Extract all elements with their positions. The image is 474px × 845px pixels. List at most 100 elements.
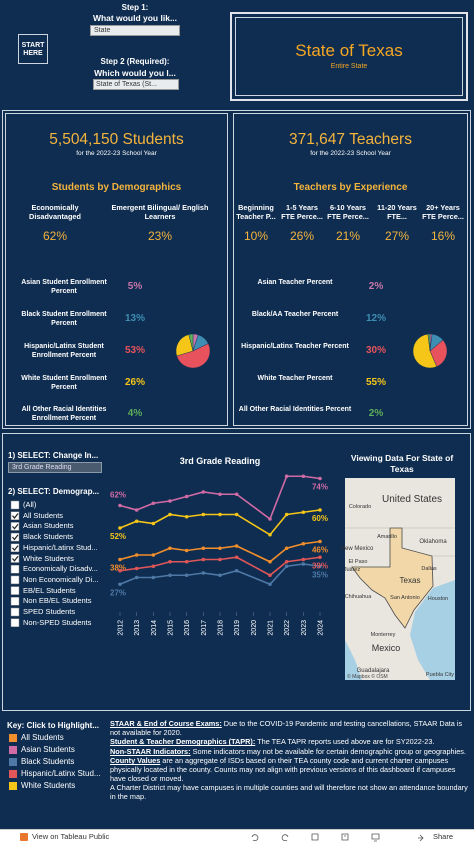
summary-panel: [2, 110, 471, 429]
pie-slice: [176, 343, 211, 369]
x-tick-label: 2015: [168, 620, 175, 636]
footer-icon: [281, 834, 289, 842]
step2-dropdown[interactable]: State of Texas (St...: [93, 79, 179, 90]
x-tick-label: 2014: [151, 620, 158, 636]
series-point: [168, 512, 172, 517]
group-label: White Teacher Percent: [257, 375, 333, 382]
map-label: New Mexico: [341, 546, 374, 552]
map-label: Juárez: [344, 567, 361, 573]
map-label: Monterrey: [371, 632, 396, 638]
key-item[interactable]: Hispanic/Latinx Stud...: [21, 769, 101, 778]
start-button[interactable]: START HERE: [18, 34, 48, 64]
group-value: 2%: [368, 281, 384, 292]
checkbox-label[interactable]: Economically Disadv...: [23, 564, 98, 574]
checkbox-label[interactable]: Non-SPED Students: [23, 617, 92, 627]
footer-share[interactable]: Share: [433, 832, 454, 841]
map-label: Colorado: [349, 504, 371, 510]
footer-icon: [341, 833, 349, 841]
x-tick-label: 2022: [284, 620, 291, 636]
selector1-dropdown[interactable]: 3rd Grade Reading: [8, 462, 102, 473]
checkbox-label[interactable]: Non Economically Di...: [23, 574, 99, 584]
group-label: All Other Racial Identities Enrollment P…: [21, 406, 107, 422]
group-value: 5%: [127, 281, 143, 292]
checkbox: [10, 618, 20, 627]
notes: STAAR & End of Course Exams: Due to the …: [110, 719, 468, 802]
series-line: [119, 509, 321, 536]
checkbox-label[interactable]: Non EB/EL Students: [23, 596, 92, 606]
series-point: [268, 582, 272, 587]
series-point: [234, 512, 239, 517]
key-item[interactable]: All Students: [21, 733, 64, 742]
series-point: [234, 568, 239, 573]
series-point: [134, 508, 139, 512]
checkbox: [10, 500, 20, 510]
series-point: [168, 546, 172, 551]
map-label: Chihuahua: [345, 594, 373, 600]
x-tick-label: 2023: [301, 620, 308, 636]
selector1-label: 1) SELECT: Change In...: [8, 451, 99, 460]
checkbox: [10, 607, 20, 617]
data-label: 38%: [110, 564, 126, 573]
group-value: 55%: [365, 377, 386, 388]
checkbox-label[interactable]: All Students: [23, 510, 64, 520]
key-swatch: [9, 758, 17, 766]
series-point: [301, 541, 306, 546]
map-water: [410, 580, 455, 680]
checkbox-label[interactable]: Hispanic/Latinx Stud...: [23, 542, 98, 552]
series-point: [184, 514, 189, 519]
checkbox-label[interactable]: SPED Students: [23, 607, 76, 616]
checkbox-label[interactable]: (All): [23, 500, 37, 509]
pie-slice: [427, 333, 431, 352]
series-point: [268, 517, 272, 521]
step1-question: What would you lik...: [92, 13, 178, 23]
series-point: [184, 548, 189, 553]
series-point: [218, 573, 222, 578]
checkbox-label[interactable]: Asian Students: [23, 521, 74, 531]
map-label: Texas: [400, 576, 421, 585]
map-label: Guadalajara: [357, 668, 390, 674]
series-point: [184, 494, 189, 499]
metric-label: 1-5 Years FTE Perce...: [281, 203, 323, 221]
group-label: White Student Enrollment Percent: [21, 375, 107, 391]
map-label: Oklahoma: [419, 539, 447, 545]
metric-label: Emergent Bilingual/ English Learners: [111, 203, 209, 221]
checkbox-label[interactable]: EB/EL Students: [23, 585, 76, 595]
data-label: 27%: [110, 588, 126, 597]
x-tick-label: 2020: [251, 620, 258, 636]
group-value: 30%: [365, 345, 386, 356]
key-item[interactable]: Asian Students: [21, 745, 75, 754]
metric-value: 23%: [147, 229, 173, 243]
map-label: San Antonio: [390, 595, 420, 601]
series-point: [201, 490, 206, 494]
group-label: Asian Teacher Percent: [257, 279, 333, 286]
footer-link[interactable]: View on Tableau Public: [32, 832, 110, 841]
x-tick-label: 2013: [134, 620, 141, 636]
series-point: [134, 519, 139, 524]
series-point: [284, 559, 289, 564]
map-label: Houston: [428, 596, 449, 602]
step1-dropdown[interactable]: State: [90, 25, 180, 36]
series-point: [168, 559, 172, 564]
x-tick-label: 2024: [318, 620, 325, 636]
total-count: 371,647 Teachers: [289, 131, 412, 148]
series-point: [268, 573, 272, 578]
map-label: El Paso: [349, 559, 368, 565]
series-point: [134, 575, 139, 580]
key-title: Key: Click to Highlight...: [7, 721, 100, 730]
checkbox-label[interactable]: Black Students: [23, 532, 74, 542]
checkbox-label[interactable]: White Students: [23, 553, 74, 563]
note-heading: STAAR & End of Course Exams:: [110, 719, 222, 728]
note-text: Some indicators may not be available for…: [190, 746, 466, 756]
key-item[interactable]: White Students: [21, 781, 76, 790]
note-text: Due to the COVID-19 Pandemic and testing…: [110, 719, 463, 737]
students-panel: [5, 113, 228, 426]
step2-question: Which would you l...: [94, 68, 176, 78]
data-label: 60%: [312, 514, 328, 523]
key-item[interactable]: Black Students: [21, 757, 75, 766]
group-label: Hispanic/Latinx Student Enrollment Perce…: [24, 343, 104, 359]
series-point: [318, 539, 322, 544]
group-label: Black/AA Teacher Percent: [251, 311, 339, 318]
metric-label: 6-10 Years FTE Perce...: [327, 203, 369, 221]
map-label: Mexico: [372, 643, 401, 653]
